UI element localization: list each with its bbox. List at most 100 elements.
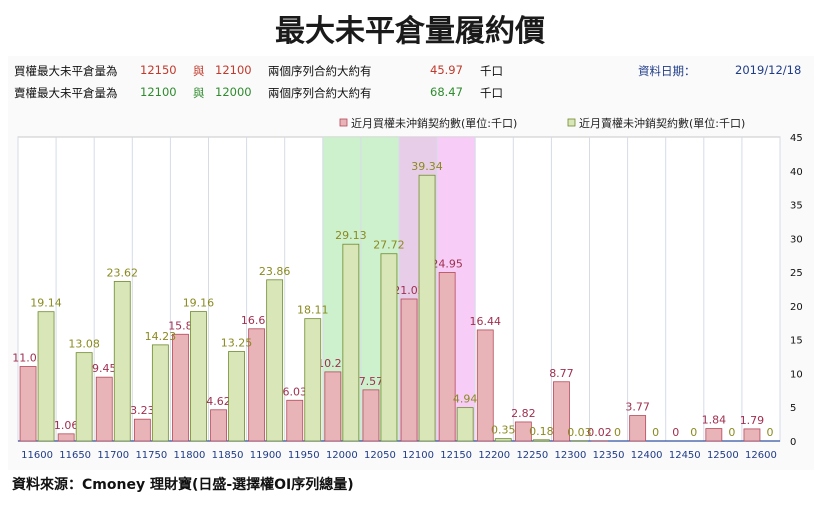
put-value-label-11600: 19.14 [30,297,62,310]
put-strike-1: 12100 [140,85,177,99]
call-bar-12250 [514,421,532,442]
x-tick-label: 12600 [745,450,777,461]
call-amount: 45.97 [430,63,463,77]
legend-swatch-put [567,118,576,127]
call-strike-1: 12150 [140,63,177,77]
put-max-oi-label: 賣權最大未平倉量為 [14,86,118,100]
put-value-label-12450: 0 [690,426,697,439]
x-tick-label: 12450 [669,450,701,461]
call-value-label-11750: 3.23 [130,404,155,417]
put-amount: 68.47 [430,85,463,99]
y-tick-label: 25 [790,268,803,279]
put-bar-12200 [494,438,512,442]
put-value-label-12150: 4.94 [453,393,478,406]
x-tick-label: 11700 [97,450,129,461]
put-strike-2: 12000 [215,85,252,99]
call-bar-12150 [438,272,456,442]
put-value-label-12200: 0.35 [491,424,516,437]
y-tick-label: 45 [790,133,803,144]
call-value-label-12200: 16.44 [470,315,502,328]
put-bar-11800 [190,311,207,442]
put-value-label-11950: 18.11 [297,304,329,317]
x-tick-label: 11600 [21,450,53,461]
put-value-label-12000: 29.13 [335,229,367,242]
put-value-label-12400: 0 [652,426,659,439]
x-tick-label: 12000 [326,450,358,461]
put-value-label-12350: 0 [614,426,621,439]
call-bar-11950 [286,399,304,442]
y-tick-label: 30 [790,234,803,245]
call-bar-11650 [57,433,75,442]
put-value-label-12500: 0 [728,426,735,439]
put-bar-11850 [228,351,245,442]
call-bar-12300 [553,381,570,442]
call-value-label-12250: 2.82 [511,407,536,420]
put-value-label-12600: 0 [766,426,773,439]
call-bar-11850 [210,409,227,442]
call-bar-11600 [19,366,37,442]
put-bar-12250 [532,439,550,442]
call-max-oi-label: 買權最大未平倉量為 [14,64,118,78]
x-tick-label: 12150 [440,450,472,461]
put-value-label-11900: 23.86 [259,265,291,278]
page-title: 最大未平倉量履約價 [275,14,545,49]
put-value-label-11850: 13.25 [221,336,253,349]
x-tick-label: 11950 [288,450,320,461]
put-bar-12050 [380,253,398,442]
put-bar-11650 [75,352,93,442]
y-tick-label: 15 [790,336,803,347]
x-tick-label: 12400 [631,450,663,461]
call-bar-11800 [172,333,189,442]
call-bar-11900 [248,328,266,442]
y-tick-label: 20 [790,302,803,313]
put-value-label-12100: 39.34 [411,160,443,173]
put-desc: 兩個序列合約大約有 [268,86,372,100]
y-tick-label: 35 [790,201,803,212]
put-bar-12000 [342,243,360,442]
put-value-label-11650: 13.08 [68,338,100,351]
call-value-label-11700: 9.45 [92,362,117,375]
x-tick-label: 11850 [212,450,244,461]
y-tick-label: 10 [790,369,803,380]
call-value-label-11950: 6.03 [283,385,308,398]
call-bar-12500 [705,428,723,442]
call-bar-12200 [476,329,494,442]
x-tick-label: 12050 [364,450,396,461]
call-value-label-12100: 21.02 [393,284,425,297]
call-value-label-11850: 4.62 [206,395,231,408]
x-tick-label: 12500 [707,450,739,461]
source-note: 資料來源：Cmoney 理財寶(日盛-選擇權OI序列總量) [12,477,354,493]
legend-swatch-call [339,118,348,127]
put-value-label-11800: 19.16 [183,297,215,310]
call-value-label-12400: 3.77 [625,401,650,414]
call-value-label-12500: 1.84 [702,414,727,427]
call-value-label-12050: 7.57 [359,375,384,388]
call-bar-12050 [362,389,380,442]
legend-label-put: 近月賣權未沖銷契約數(單位:千口) [579,116,745,130]
x-tick-label: 12250 [516,450,548,461]
call-bar-12600 [743,428,761,442]
call-value-label-11900: 16.61 [241,314,273,327]
call-value-label-12000: 10.23 [317,357,349,370]
call-value-label-12150: 24.95 [431,257,463,270]
call-bar-12000 [324,371,342,442]
call-strike-2: 12100 [215,63,252,77]
y-tick-label: 5 [790,403,796,414]
put-bar-11750 [151,344,169,442]
call-value-label-11600: 11.03 [12,351,44,364]
put-value-label-11750: 14.23 [145,330,177,343]
call-value-label-11800: 15.8 [168,319,193,332]
call-value-label-12350: 0.02 [587,426,612,439]
x-tick-label: 11650 [59,450,91,461]
put-bar-11600 [37,311,55,442]
put-conj: 與 [193,86,205,100]
put-unit: 千口 [480,86,503,100]
x-tick-label: 12100 [402,450,434,461]
put-bar-11900 [266,279,284,442]
x-tick-label: 12350 [593,450,625,461]
data-date: 2019/12/18 [735,63,802,77]
call-unit: 千口 [480,64,503,78]
call-bar-12100 [400,298,418,442]
call-bar-11750 [133,418,151,442]
